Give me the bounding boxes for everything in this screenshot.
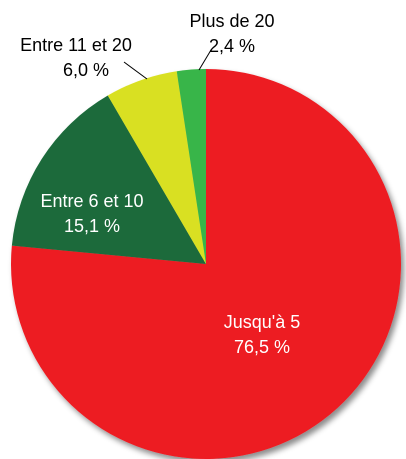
slice-label: Jusqu'à 5: [224, 312, 301, 332]
pie: [11, 69, 401, 459]
value-label: 15,1 %: [64, 216, 120, 236]
leader-line: [198, 49, 212, 71]
value-label: 2,4 %: [209, 36, 255, 56]
pie-slice: [107, 71, 206, 264]
value-label: 6,0 %: [63, 60, 109, 80]
slice-label: Entre 6 et 10: [40, 191, 143, 211]
value-label: 76,5 %: [234, 337, 290, 357]
slice-label: Plus de 20: [189, 11, 274, 31]
pie-slice: [11, 95, 206, 264]
pie-slice: [176, 69, 206, 264]
leader-line: [123, 61, 148, 80]
slice-label: Entre 11 et 20: [20, 35, 132, 55]
pie-slice: [11, 69, 401, 459]
